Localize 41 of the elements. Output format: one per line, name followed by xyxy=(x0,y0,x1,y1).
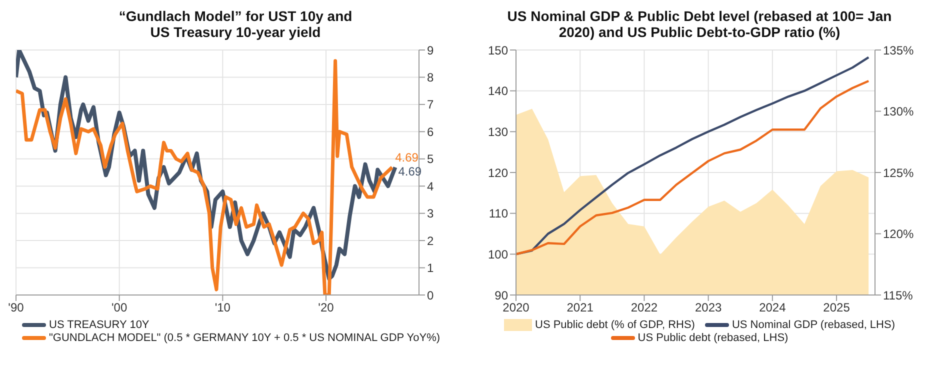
x-tick-label: 2021 xyxy=(566,300,594,315)
legend-label: US Public debt (rebased, LHS) xyxy=(638,332,788,344)
data-label: 4.69 xyxy=(398,164,422,178)
x-tick-label: 2024 xyxy=(759,300,786,315)
y-tick-label: 9 xyxy=(427,43,434,58)
x-tick-label: 2022 xyxy=(630,300,658,315)
x-tick-label: '00 xyxy=(112,300,128,315)
y-tick-label: 90 xyxy=(494,288,508,302)
chart-title: “Gundlach Model” for UST 10y and US Treasury 10-year yield xyxy=(118,8,354,42)
y-tick-label: 4 xyxy=(427,179,434,194)
y2-tick-label: 135% xyxy=(883,43,914,58)
y-tick-label: 3 xyxy=(427,206,434,221)
y-tick-label: 150 xyxy=(488,43,508,58)
y-tick-label: 6 xyxy=(427,124,434,139)
x-tick-label: '10 xyxy=(214,300,231,315)
x-tick-label: 2020 xyxy=(502,300,530,315)
chart-title: US Nominal GDP & Public Debt level (rebased at 100= Jan 2020) and US Public Debt-to-GDP ratio (%) xyxy=(506,8,893,42)
y-tick-label: 8 xyxy=(427,70,434,84)
x-tick-label: 2025 xyxy=(823,300,850,315)
y2-tick-label: 125% xyxy=(883,166,914,180)
legend-label: US Public debt (% of GDP, RHS) xyxy=(535,319,695,331)
y-tick-label: 5 xyxy=(427,152,434,166)
legend-label: "GUNDLACH MODEL" (0.5 * GERMANY 10Y + 0.5 * US NOMINAL GDP YoY%) xyxy=(49,332,440,344)
y-tick-label: 130 xyxy=(488,124,508,139)
y-tick-label: 120 xyxy=(488,166,508,180)
y2-tick-label: 120% xyxy=(883,227,914,242)
y-tick-label: 140 xyxy=(488,84,508,98)
y-tick-label: 2 xyxy=(427,234,434,248)
legend-label: US TREASURY 10Y xyxy=(49,319,150,331)
y-tick-label: 100 xyxy=(488,247,508,262)
data-label: 4.69 xyxy=(395,150,419,164)
y-tick-label: 1 xyxy=(427,261,434,276)
y-tick-label: 0 xyxy=(427,288,434,302)
y-tick-label: 7 xyxy=(427,98,434,112)
legend-label: US Nominal GDP (rebased, LHS) xyxy=(732,319,895,331)
x-tick-label: '20 xyxy=(318,300,334,315)
y2-tick-label: 130% xyxy=(883,104,914,119)
y2-tick-label: 115% xyxy=(883,288,914,302)
x-tick-label: 2023 xyxy=(694,300,722,315)
x-tick-label: '90 xyxy=(8,300,24,315)
y-tick-label: 110 xyxy=(488,206,508,221)
